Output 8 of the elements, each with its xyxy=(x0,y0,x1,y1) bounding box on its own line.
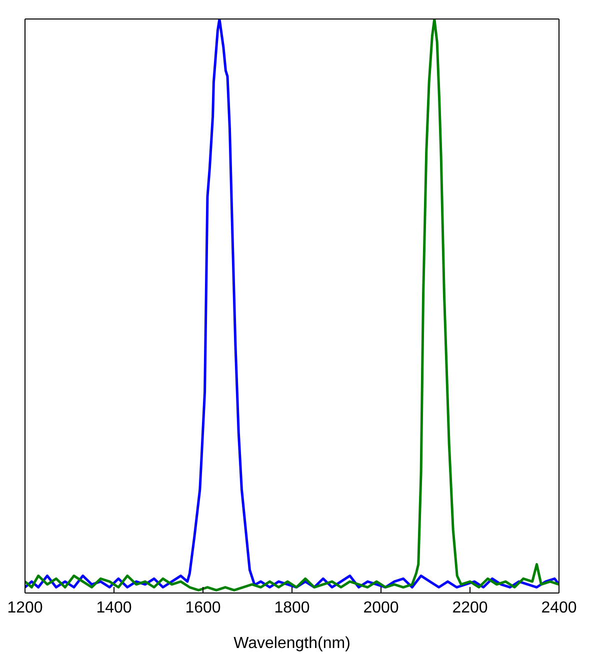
x-tick-label: 2200 xyxy=(452,599,488,616)
x-tick-label: 1600 xyxy=(185,599,221,616)
x-tick-label: 1400 xyxy=(96,599,132,616)
x-tick-label: 2000 xyxy=(363,599,399,616)
x-axis-title: Wavelength(nm) xyxy=(234,635,350,652)
x-tick-label: 1200 xyxy=(7,599,43,616)
x-tick-label: 2400 xyxy=(541,599,577,616)
x-tick-label: 1800 xyxy=(274,599,310,616)
